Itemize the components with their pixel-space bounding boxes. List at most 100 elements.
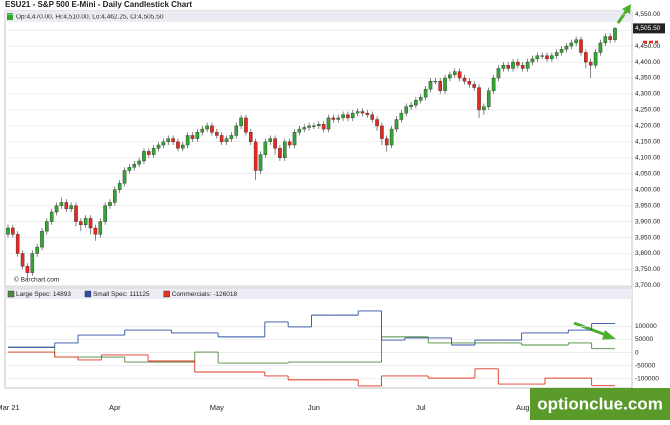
candle-body bbox=[418, 96, 423, 101]
candle-body bbox=[200, 128, 205, 133]
candle-body bbox=[171, 138, 175, 143]
candle-body bbox=[215, 132, 219, 136]
candle-body bbox=[292, 132, 297, 146]
candle-body bbox=[520, 65, 525, 69]
candle-body bbox=[554, 52, 559, 56]
candle-body bbox=[15, 234, 20, 254]
watermark-box bbox=[530, 388, 670, 420]
candle-body bbox=[307, 125, 311, 128]
candle-body bbox=[472, 84, 476, 88]
y-tick-label: 50000 bbox=[635, 336, 653, 343]
candle-body bbox=[132, 163, 137, 168]
x-tick-label: Mar 21 bbox=[0, 403, 20, 412]
candle-body bbox=[263, 141, 268, 155]
candle-body bbox=[584, 52, 588, 63]
candle-body bbox=[384, 138, 389, 146]
y-tick-label: 3,700.00 bbox=[635, 282, 661, 289]
candle-body bbox=[564, 45, 569, 50]
candle-body bbox=[88, 218, 93, 229]
y-tick-label: 0 bbox=[635, 349, 639, 356]
candle-body bbox=[176, 141, 180, 149]
candle-body bbox=[142, 151, 146, 162]
x-tick-label: Jul bbox=[416, 403, 426, 412]
y-tick-label: 100000 bbox=[635, 323, 657, 330]
y-tick-label: -50000 bbox=[635, 362, 656, 369]
candle-body bbox=[117, 183, 122, 190]
candle-body bbox=[195, 132, 200, 139]
candle-body bbox=[161, 141, 166, 146]
watermark: optionclue.com bbox=[537, 394, 663, 413]
chart-title: ESU21 - S&P 500 E-Mini - Daily Candlesti… bbox=[5, 0, 192, 9]
y-tick-label: 4,150.00 bbox=[635, 139, 661, 146]
candle-body bbox=[273, 138, 277, 149]
candle-body bbox=[506, 65, 510, 69]
candle-body bbox=[69, 205, 73, 210]
candle-body bbox=[428, 80, 433, 90]
candle-body bbox=[30, 253, 35, 273]
candle-body bbox=[394, 119, 399, 130]
legend-swatch bbox=[84, 290, 92, 298]
candle-body bbox=[501, 65, 506, 69]
candle-body bbox=[603, 36, 608, 44]
legend-label: Commercials: -126018 bbox=[172, 291, 238, 298]
candle-body bbox=[74, 205, 78, 222]
y-tick-label: 4,300.00 bbox=[635, 91, 661, 98]
candle-body bbox=[40, 230, 44, 248]
candle-body bbox=[234, 125, 239, 136]
x-tick-label: Aug bbox=[516, 403, 529, 412]
candle-body bbox=[248, 132, 253, 143]
candle-body bbox=[49, 211, 54, 222]
candle-body bbox=[598, 42, 603, 53]
candle-body bbox=[166, 138, 171, 143]
candle-body bbox=[443, 77, 447, 91]
ohlc-strip bbox=[5, 11, 632, 22]
candle-body bbox=[6, 227, 10, 235]
candle-body bbox=[113, 189, 117, 203]
candle-body bbox=[185, 135, 190, 146]
y-tick-label: 4,550.00 bbox=[635, 11, 661, 18]
candle-body bbox=[151, 148, 156, 155]
candle-body bbox=[516, 61, 520, 66]
candle-body bbox=[350, 112, 355, 119]
candle-body bbox=[103, 205, 107, 222]
y-tick-label: 3,800.00 bbox=[635, 250, 661, 257]
candle-body bbox=[268, 138, 273, 143]
y-tick-label: -100000 bbox=[635, 376, 659, 383]
candle-body bbox=[370, 114, 375, 120]
y-tick-label: 4,200.00 bbox=[635, 123, 661, 130]
y-tick-label: 3,850.00 bbox=[635, 234, 661, 241]
candle-body bbox=[316, 124, 321, 127]
candle-body bbox=[346, 114, 350, 119]
candle-body bbox=[467, 80, 472, 85]
candle-body bbox=[45, 221, 49, 232]
candle-body bbox=[11, 227, 15, 235]
last-price-box bbox=[633, 23, 665, 34]
candle-body bbox=[559, 49, 564, 53]
candle-body bbox=[64, 202, 69, 210]
candle-body bbox=[540, 55, 544, 57]
candle-body bbox=[452, 71, 457, 76]
last-price-label: 4,505.50 bbox=[635, 25, 661, 32]
candle-body bbox=[341, 114, 345, 119]
legend-label: Large Spec: 14893 bbox=[16, 291, 71, 298]
candle-body bbox=[224, 138, 229, 143]
candle-body bbox=[525, 61, 530, 69]
y-tick-label: 3,750.00 bbox=[635, 266, 661, 273]
candle-body bbox=[108, 202, 112, 206]
candle-body bbox=[414, 100, 418, 106]
y-tick-label: 4,050.00 bbox=[635, 170, 661, 177]
y-tick-label: 3,950.00 bbox=[635, 202, 661, 209]
candle-body bbox=[355, 111, 360, 114]
candle-body bbox=[613, 28, 617, 40]
candle-body bbox=[336, 117, 341, 120]
candle-body bbox=[312, 125, 316, 127]
y-tick-label: 4,250.00 bbox=[635, 107, 661, 114]
ohlc-label: Op:4,470.00, Hi:4,510.00, Lo:4,462.25, C… bbox=[16, 14, 164, 21]
candle-body bbox=[297, 128, 302, 133]
candle-body bbox=[380, 125, 384, 139]
y-tick-label: 4,450.00 bbox=[635, 43, 661, 50]
candle-body bbox=[535, 55, 540, 60]
candle-body bbox=[258, 154, 263, 171]
